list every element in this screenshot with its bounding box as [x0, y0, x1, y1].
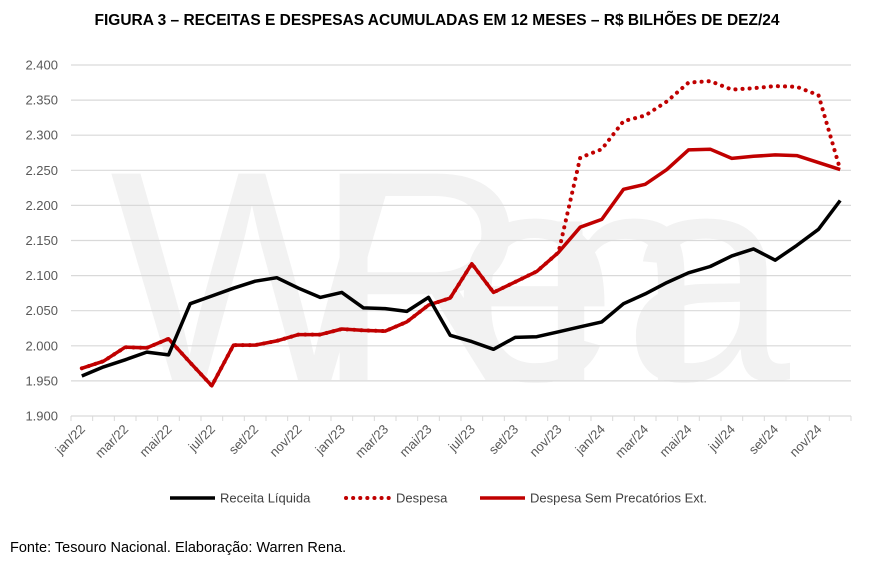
series-line-despesa-sem-precat-rios-ext-	[81, 147, 841, 388]
y-tick-label: 2.150	[25, 233, 58, 248]
y-tick-label: 1.950	[25, 373, 58, 388]
y-tick-label: 2.000	[25, 338, 58, 353]
x-tick-label: nov/24	[786, 422, 824, 460]
source-note: Fonte: Tesouro Nacional. Elaboração: War…	[10, 540, 347, 556]
series-line-receita-l-quida	[81, 199, 842, 378]
y-tick-label: 2.400	[25, 58, 58, 73]
legend-label: Despesa Sem Precatórios Ext.	[530, 491, 707, 506]
series-line-despesa	[79, 79, 843, 388]
x-tick-label: jan/22	[52, 422, 88, 458]
y-tick-label: 1.900	[25, 409, 58, 424]
y-tick-label: 2.250	[25, 163, 58, 178]
y-tick-label: 2.050	[25, 303, 58, 318]
y-tick-label: 2.300	[25, 128, 58, 143]
legend-label: Despesa	[396, 491, 448, 506]
chart-title: FIGURA 3 – RECEITAS E DESPESAS ACUMULADA…	[94, 12, 780, 29]
y-tick-label: 2.350	[25, 93, 58, 108]
y-tick-label: 2.100	[25, 268, 58, 283]
y-tick-label: 2.200	[25, 198, 58, 213]
legend-label: Receita Líquida	[220, 491, 311, 506]
